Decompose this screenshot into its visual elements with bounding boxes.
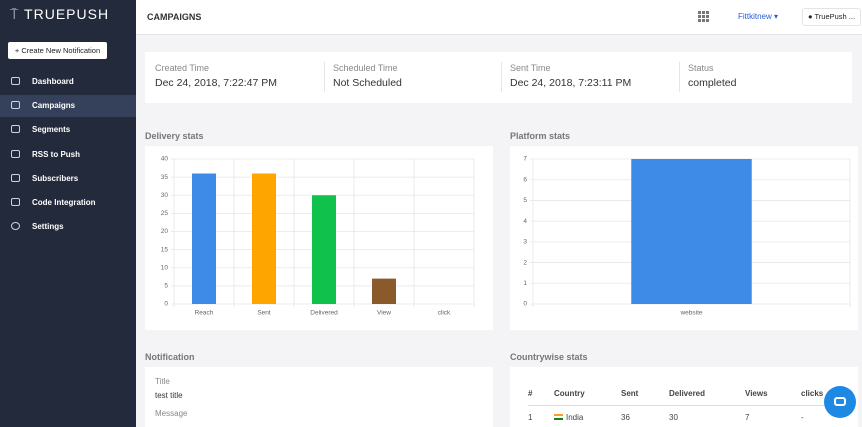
country-name: India bbox=[566, 412, 584, 422]
menu-label: Dashboard bbox=[32, 77, 74, 86]
user-menu[interactable]: ● TruePush ... bbox=[802, 8, 862, 26]
section-title: Platform stats bbox=[510, 131, 571, 141]
field-label: Title bbox=[155, 377, 170, 386]
menu-label: RSS to Push bbox=[32, 150, 81, 159]
summary-label: Scheduled Time bbox=[333, 63, 398, 73]
menu-item[interactable]: Segments bbox=[0, 119, 136, 141]
create-button[interactable]: + Create New Notification bbox=[8, 42, 107, 59]
cell: India bbox=[554, 405, 621, 427]
menu-item[interactable]: RSS to Push bbox=[0, 144, 136, 166]
column-header: Country bbox=[554, 389, 585, 399]
summary-label: Sent Time bbox=[510, 63, 551, 73]
sidebar: ⍑ TRUEPUSH + Create New Notification Das… bbox=[0, 0, 136, 427]
cell: 30 bbox=[669, 412, 678, 422]
header: CAMPAIGNS Fittkitnew ▾ ● TruePush ... bbox=[136, 0, 862, 35]
chart-card bbox=[145, 146, 493, 330]
cell: - bbox=[801, 412, 804, 422]
logo: ⍑ TRUEPUSH bbox=[10, 6, 110, 22]
field-label: Message bbox=[155, 409, 188, 418]
menu-item[interactable]: Dashboard bbox=[0, 71, 136, 93]
summary-label: Status bbox=[688, 63, 714, 73]
field-value: test title bbox=[155, 391, 183, 400]
column-header: Views bbox=[745, 389, 768, 399]
summary-value: Not Scheduled bbox=[333, 77, 402, 89]
column-header: clicks bbox=[801, 389, 824, 399]
chart-card bbox=[510, 146, 858, 330]
flag bbox=[554, 413, 563, 420]
menu-item[interactable]: Code Integration bbox=[0, 192, 136, 214]
logo-text: TRUEPUSH bbox=[24, 6, 110, 22]
menu-label: Subscribers bbox=[32, 174, 79, 183]
country-card: # Country Sent Delivered Views clicks 1 … bbox=[510, 367, 858, 427]
section-title: Notification bbox=[145, 352, 195, 362]
menu-label: Settings bbox=[32, 222, 64, 231]
apps-icon[interactable] bbox=[698, 11, 709, 22]
menu-item[interactable]: Campaigns bbox=[0, 95, 136, 117]
cell: 36 bbox=[621, 412, 630, 422]
summary-label: Created Time bbox=[155, 63, 210, 73]
page-title: CAMPAIGNS bbox=[147, 12, 202, 22]
menu-label: Campaigns bbox=[32, 101, 76, 110]
menu-label: Segments bbox=[32, 125, 71, 134]
user-name: TruePush ... bbox=[814, 12, 856, 21]
column-header: Sent bbox=[621, 389, 639, 399]
table-header: # Country Sent Delivered Views clicks bbox=[528, 383, 841, 405]
table-row: 1 India 36 30 7 - bbox=[528, 405, 841, 427]
account-name: Fittkitnew bbox=[738, 12, 772, 21]
summary-value: completed bbox=[688, 77, 737, 89]
summary-value: Dec 24, 2018, 7:22:47 PM bbox=[155, 77, 277, 89]
summary-card: Created Time Dec 24, 2018, 7:22:47 PM Sc… bbox=[145, 52, 852, 103]
cell: 1 bbox=[528, 412, 533, 422]
column-header: Delivered bbox=[669, 389, 706, 399]
cell: 7 bbox=[745, 412, 750, 422]
menu-label: Code Integration bbox=[32, 198, 96, 207]
chat-button[interactable] bbox=[824, 386, 856, 418]
section-title: Delivery stats bbox=[145, 131, 204, 141]
menu-item[interactable]: Subscribers bbox=[0, 168, 136, 190]
country-table: # Country Sent Delivered Views clicks 1 … bbox=[528, 383, 841, 427]
menu-item[interactable]: Settings bbox=[0, 216, 136, 238]
column-header: # bbox=[528, 389, 533, 399]
summary-value: Dec 24, 2018, 7:23:11 PM bbox=[510, 77, 632, 89]
account-menu[interactable]: Fittkitnew ▾ bbox=[738, 12, 779, 21]
notification-card: Title test title Message bbox=[145, 367, 493, 427]
section-title: Countrywise stats bbox=[510, 352, 588, 362]
